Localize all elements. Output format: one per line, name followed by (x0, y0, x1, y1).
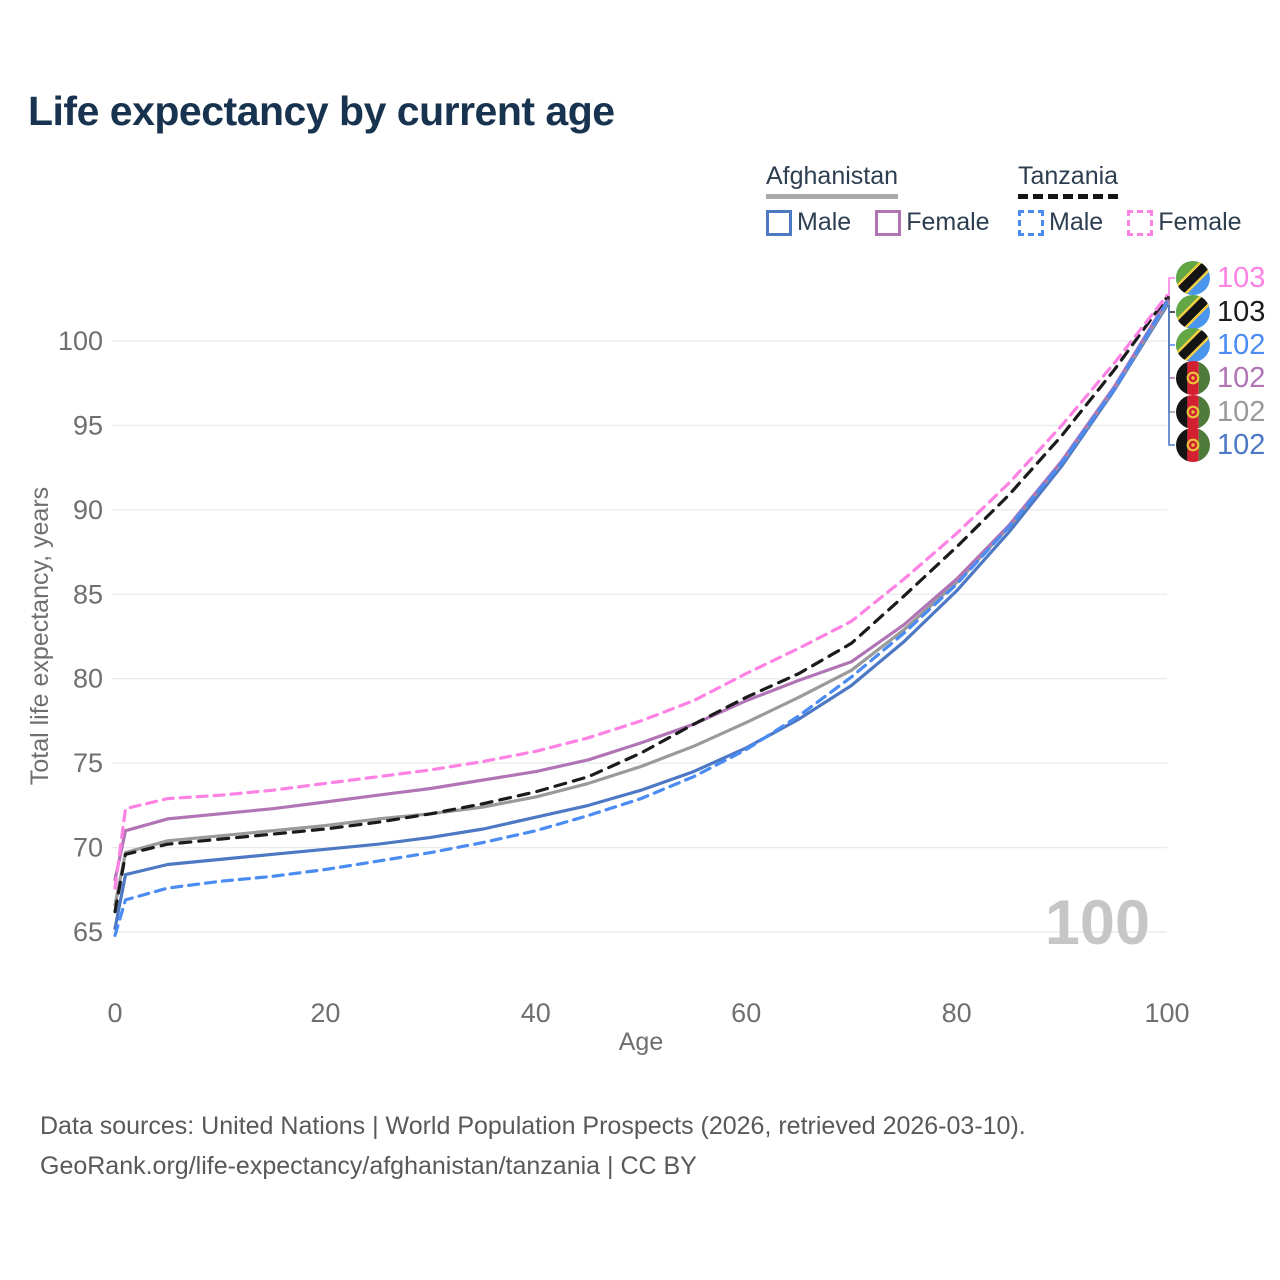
endpoint-row-afghanistan-both: 102 (1176, 395, 1265, 429)
legend-country-afghanistan: Afghanistan (766, 162, 899, 199)
legend-group-afghanistan: Afghanistan Male Female (766, 162, 990, 237)
svg-text:75: 75 (73, 748, 103, 778)
footer-attribution: GeoRank.org/life-expectancy/afghanistan/… (40, 1152, 697, 1180)
afghanistan-male-swatch-icon (766, 209, 792, 236)
svg-text:100: 100 (1144, 998, 1189, 1028)
page-title: Life expectancy by current age (28, 88, 615, 134)
svg-text:70: 70 (73, 833, 103, 863)
legend-item-afghanistan-female[interactable]: Female (875, 208, 990, 237)
tanzania-male-swatch-icon (1018, 209, 1044, 236)
legend-group-tanzania: Tanzania Male Female (1018, 162, 1242, 237)
footer-data-sources: Data sources: United Nations | World Pop… (40, 1112, 1026, 1140)
svg-text:20: 20 (310, 998, 340, 1028)
endpoint-row-tanzania-female: 103 (1176, 261, 1265, 295)
legend-item-label: Male (797, 208, 852, 236)
svg-text:85: 85 (73, 579, 103, 609)
legend-item-afghanistan-male[interactable]: Male (766, 208, 851, 237)
endpoint-value: 103 (1217, 296, 1266, 328)
legend-item-tanzania-male[interactable]: Male (1018, 208, 1103, 237)
tanzania-flag-icon (1176, 261, 1210, 295)
svg-text:Age: Age (619, 1028, 663, 1056)
endpoint-row-afghanistan-female: 102 (1176, 361, 1265, 395)
endpoint-value: 102 (1217, 362, 1266, 394)
endpoint-row-tanzania-both: 103 (1176, 295, 1265, 329)
svg-text:65: 65 (73, 917, 103, 947)
afghanistan-flag-icon (1176, 361, 1210, 395)
svg-text:100: 100 (58, 326, 103, 356)
afghanistan-female-swatch-icon (875, 209, 902, 236)
endpoint-row-tanzania-male: 102 (1176, 328, 1265, 362)
legend-item-label: Female (906, 208, 990, 236)
svg-text:80: 80 (73, 664, 103, 694)
svg-text:80: 80 (942, 998, 972, 1028)
svg-text:60: 60 (731, 998, 761, 1028)
chart-canvas: 65 70 75 80 85 90 95 100 0 20 40 60 80 100 Age Total li… (26, 277, 1190, 1056)
legend-item-label: Female (1158, 208, 1242, 236)
endpoint-value: 102 (1217, 329, 1266, 361)
tanzania-female-swatch-icon (1127, 209, 1154, 236)
svg-text:100: 100 (1045, 888, 1150, 958)
svg-text:40: 40 (521, 998, 551, 1028)
svg-text:0: 0 (107, 998, 122, 1028)
afghanistan-flag-icon (1176, 428, 1210, 462)
endpoint-row-afghanistan-male: 102 (1176, 428, 1265, 462)
svg-text:Total life expectancy, years: Total life expectancy, years (26, 487, 54, 785)
endpoint-value: 102 (1217, 429, 1266, 461)
endpoint-value: 102 (1217, 396, 1266, 428)
legend-item-label: Male (1049, 208, 1104, 236)
svg-text:90: 90 (73, 495, 103, 525)
tanzania-flag-icon (1176, 295, 1210, 329)
legend-item-tanzania-female[interactable]: Female (1127, 208, 1242, 237)
svg-text:95: 95 (73, 410, 103, 440)
afghanistan-flag-icon (1176, 395, 1210, 429)
footer: Data sources: United Nations | World Pop… (40, 1106, 1026, 1186)
legend-country-tanzania: Tanzania (1018, 162, 1119, 199)
tanzania-flag-icon (1176, 328, 1210, 362)
endpoint-value: 103 (1217, 262, 1266, 294)
